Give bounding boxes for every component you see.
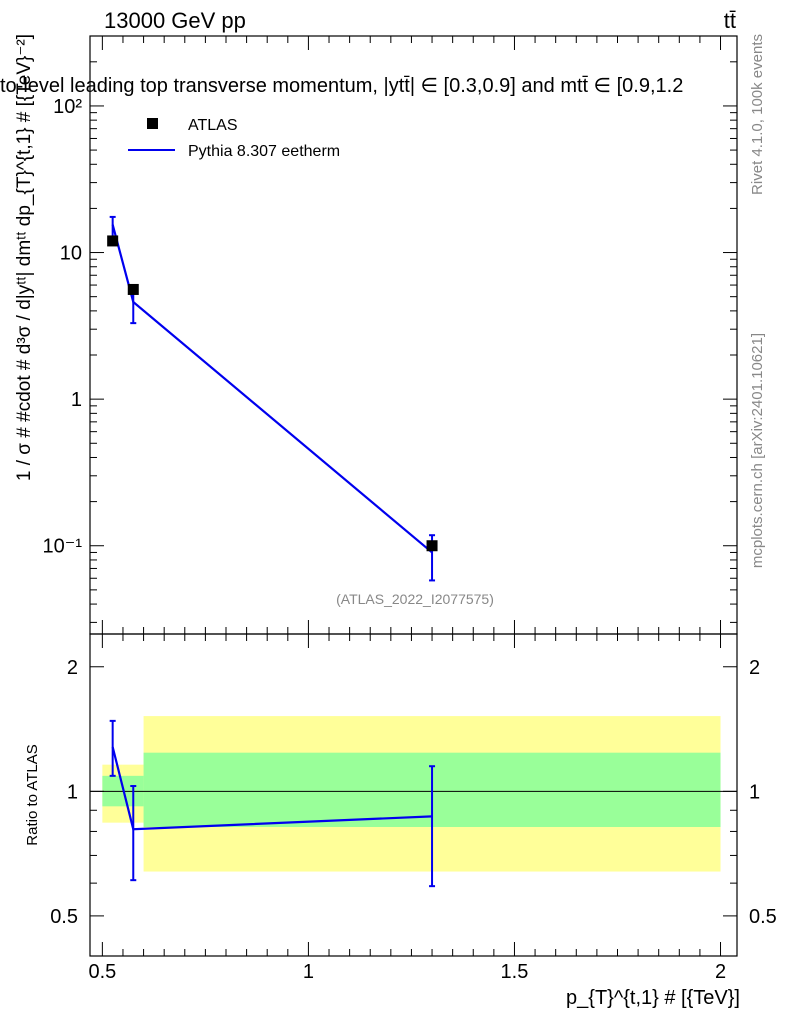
rivet-version-note: Rivet 4.1.0, 100k events <box>749 34 766 195</box>
mc-line <box>111 224 433 554</box>
legend: ATLAS Pythia 8.307 eetherm <box>128 117 340 160</box>
plot-title: to-level leading top transverse momentum… <box>0 75 683 97</box>
data-point <box>426 540 438 552</box>
main-tick-label: 10⁻¹ <box>43 536 83 558</box>
analysis-watermark: (ATLAS_2022_I2077575) <box>336 591 494 607</box>
x-ticks: 0.5 1 1.5 2 <box>88 36 726 983</box>
main-tick-label: 10² <box>53 96 82 118</box>
process-label: tt̄ <box>724 8 736 33</box>
main-tick-label: 10 <box>60 243 82 265</box>
ratio-y-ticks: 0.5 0.5 1 1 2 2 <box>50 657 777 928</box>
x-tick-label: 2 <box>715 961 726 983</box>
ratio-tick-label-left: 0.5 <box>50 906 78 928</box>
ratio-tick-label-right: 2 <box>749 657 760 679</box>
main-y-axis-label: 1 / σ # #cdot # d³σ / d|yᵗᵗ| dmᵗᵗ dp_{T}… <box>14 34 35 481</box>
main-tick-label: 1 <box>71 389 82 411</box>
energy-label: 13000 GeV pp <box>104 8 246 33</box>
legend-data-marker <box>147 118 158 129</box>
data-points-main <box>107 235 438 552</box>
ratio-panel-frame <box>89 633 738 957</box>
x-tick-label: 1.5 <box>501 961 529 983</box>
ratio-tick-label-right: 0.5 <box>749 906 777 928</box>
mc-curve-ratio <box>109 719 436 888</box>
ratio-uncertainty-bands <box>102 716 721 872</box>
legend-data-label: ATLAS <box>188 117 238 134</box>
ratio-tick-label-left: 2 <box>67 657 78 679</box>
ratio-y-axis-label: Ratio to ATLAS <box>24 744 41 845</box>
ratio-tick-label-right: 1 <box>749 781 760 803</box>
x-tick-label: 0.5 <box>88 961 116 983</box>
data-point <box>107 235 119 247</box>
data-point <box>127 283 139 295</box>
mcplots-reference-note: mcplots.cern.ch [arXiv:2401.10621] <box>749 333 766 568</box>
main-y-ticks: 10⁻¹ 1 10 10² <box>43 35 737 623</box>
x-tick-label: 1 <box>303 961 314 983</box>
ratio-tick-label-left: 1 <box>67 781 78 803</box>
mc-curve-main <box>109 215 436 582</box>
legend-mc-label: Pythia 8.307 eetherm <box>188 143 340 160</box>
x-axis-label: p_{T}^{t,1} # [{TeV}] <box>566 987 740 1009</box>
